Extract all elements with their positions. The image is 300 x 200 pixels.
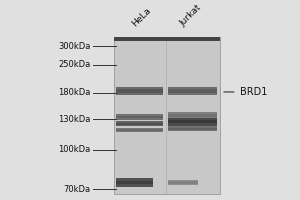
Bar [116, 114, 164, 120]
Text: 100kDa: 100kDa [58, 145, 90, 154]
Bar [116, 87, 164, 95]
Bar [116, 129, 164, 131]
Bar [168, 87, 217, 95]
Text: 180kDa: 180kDa [58, 88, 90, 97]
Bar [168, 114, 217, 117]
Bar [116, 128, 164, 132]
Text: HeLa: HeLa [130, 6, 153, 28]
Bar [114, 37, 220, 194]
Text: BRD1: BRD1 [224, 87, 267, 97]
Text: Jurkat: Jurkat [178, 3, 203, 28]
Bar [116, 178, 153, 187]
Bar [116, 89, 164, 93]
Bar [168, 120, 217, 123]
Bar [168, 128, 217, 130]
Bar [116, 121, 164, 126]
Bar [116, 123, 164, 125]
Bar [168, 89, 217, 93]
Bar [114, 37, 220, 41]
Bar [116, 116, 164, 118]
Text: 130kDa: 130kDa [58, 115, 90, 124]
Bar [168, 181, 198, 184]
Bar [168, 126, 217, 131]
Bar [168, 180, 198, 185]
Bar [116, 181, 153, 184]
Text: 250kDa: 250kDa [58, 60, 90, 69]
Bar [168, 112, 217, 119]
Bar [168, 118, 217, 126]
Text: 300kDa: 300kDa [58, 42, 90, 51]
Text: 70kDa: 70kDa [63, 185, 90, 194]
